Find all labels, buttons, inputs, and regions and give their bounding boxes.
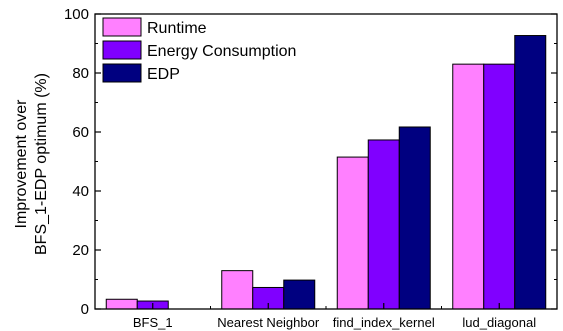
bar-energy-consumption-2	[367, 139, 400, 310]
bar-runtime-2	[336, 156, 369, 310]
bar-runtime-1	[221, 270, 254, 310]
bars-group	[105, 35, 547, 310]
legend-swatch	[102, 40, 142, 60]
x-tick-label: BFS_1	[133, 315, 173, 330]
y-tick-label: 60	[72, 124, 89, 141]
y-tick-label: 40	[72, 183, 89, 200]
y-tick-label: 20	[72, 242, 89, 259]
y-axis-title-line2: BFS_1-EDP optimum (%)	[33, 73, 50, 255]
legend-swatch	[102, 17, 142, 37]
y-axis-title-line1: Improvement over	[13, 99, 30, 229]
labels-group: 0 20 40 60 80 100 BFS_1 Nearest Neighbor find_in…	[64, 6, 536, 330]
legend-label: EDP	[147, 66, 180, 83]
legend-label: Energy Consumption	[147, 43, 296, 60]
bar-energy-consumption-3	[483, 63, 516, 310]
x-tick-label: find_index_kernel	[333, 315, 435, 330]
bar-runtime-3	[452, 63, 485, 310]
legend: Runtime Energy Consumption EDP	[102, 17, 296, 83]
bar-edp-1	[283, 279, 316, 310]
y-tick-label: 100	[64, 6, 89, 23]
x-tick-label: lud_diagonal	[462, 315, 536, 330]
bar-edp-3	[514, 35, 547, 310]
bar-runtime-0	[105, 298, 138, 310]
y-tick-label: 80	[72, 65, 89, 82]
ticks-group	[95, 13, 557, 310]
legend-label: Runtime	[147, 20, 207, 37]
bar-edp-2	[398, 126, 431, 310]
legend-swatch	[102, 63, 142, 83]
y-tick-label: 0	[81, 301, 89, 318]
x-tick-label: Nearest Neighbor	[217, 315, 320, 330]
